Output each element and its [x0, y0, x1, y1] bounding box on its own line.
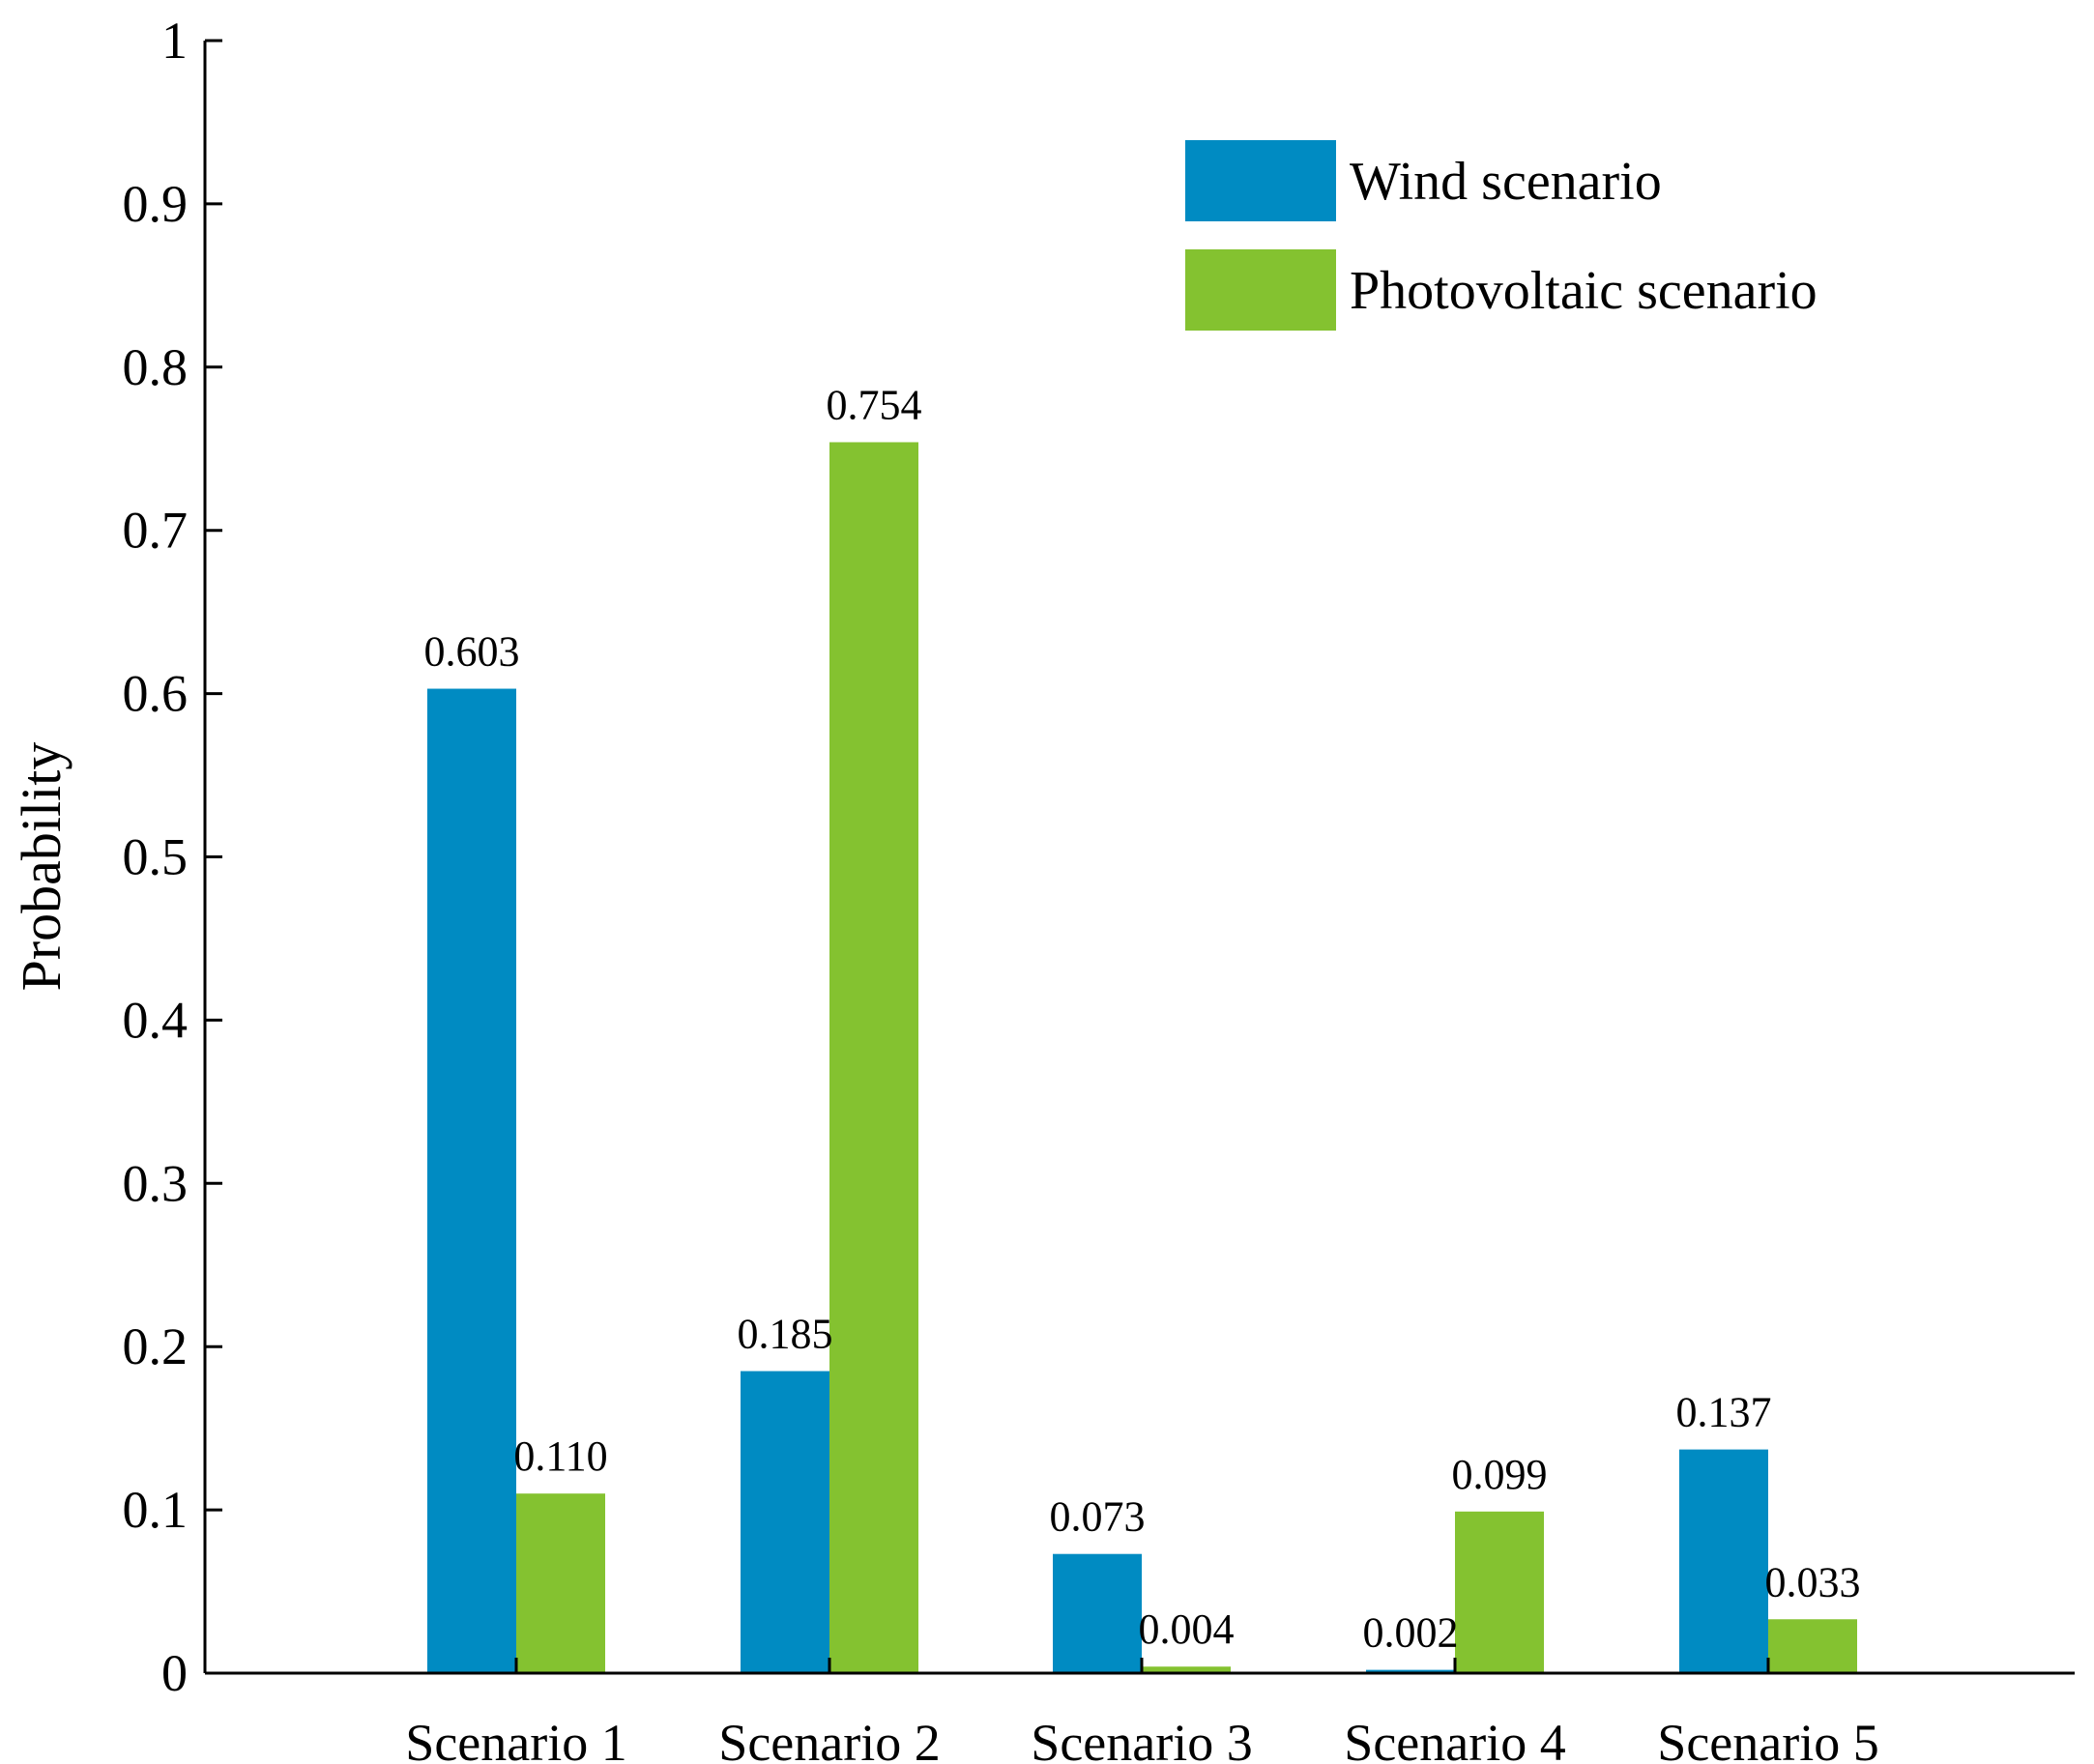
legend: Wind scenario Photovoltaic scenario	[1185, 140, 1818, 331]
bar-value-label: 0.004	[1139, 1605, 1235, 1653]
y-tick-label: 0.3	[123, 1154, 189, 1212]
bar-photovoltaic	[1455, 1511, 1544, 1673]
bar-value-label: 0.033	[1765, 1558, 1861, 1605]
y-tick-label: 0.1	[123, 1481, 189, 1539]
y-tick-label: 1	[161, 12, 188, 70]
x-category-label: Scenario 3	[1031, 1714, 1252, 1764]
bar-photovoltaic	[1768, 1619, 1857, 1673]
y-tick-label: 0	[161, 1644, 188, 1702]
y-axis-title: Probability	[10, 742, 73, 992]
y-tick-label: 0.5	[123, 828, 189, 886]
legend-swatch-photovoltaic	[1185, 249, 1336, 331]
y-tick-label: 0.2	[123, 1317, 189, 1375]
bar-wind	[1053, 1553, 1142, 1673]
bar-value-label: 0.099	[1452, 1451, 1548, 1498]
bar-value-label: 0.002	[1363, 1609, 1459, 1657]
y-tick-label: 0.4	[123, 991, 189, 1049]
bar-wind	[741, 1371, 829, 1673]
bar-wind	[1679, 1449, 1768, 1673]
legend-swatch-wind	[1185, 140, 1336, 221]
bar-value-label: 0.754	[827, 381, 922, 428]
y-tick-label: 0.9	[123, 175, 189, 233]
bar-value-label: 0.603	[424, 628, 520, 676]
bar-value-label: 0.073	[1050, 1493, 1146, 1541]
bar-photovoltaic	[516, 1493, 605, 1673]
y-tick-label: 0.6	[123, 665, 189, 723]
x-category-label: Scenario 5	[1657, 1714, 1878, 1764]
x-category-label: Scenario 4	[1344, 1714, 1565, 1764]
y-tick-label: 0.7	[123, 502, 189, 560]
y-tick-label: 0.8	[123, 338, 189, 396]
bar-photovoltaic	[1142, 1666, 1231, 1673]
legend-label-wind: Wind scenario	[1350, 152, 1662, 212]
bar-value-label: 0.110	[513, 1432, 607, 1480]
bar-photovoltaic	[829, 442, 918, 1673]
x-categories-group: Scenario 1 Scenario 2 Scenario 3 Scenario 4…	[405, 1658, 1879, 1764]
bar-wind	[427, 688, 516, 1673]
bar-value-label: 0.185	[738, 1311, 833, 1358]
bar-value-label: 0.137	[1676, 1389, 1772, 1436]
x-category-label: Scenario 1	[405, 1714, 626, 1764]
x-category-label: Scenario 2	[718, 1714, 940, 1764]
data-labels-group: 0.603 0.110 0.185 0.754 0.073 0.004 0.002 0.099…	[424, 381, 1861, 1656]
bar-wind	[1366, 1669, 1455, 1673]
y-ticks-group: 0 0.1 0.2 0.3 0.4 0.5 0.6 0.7 0.8 0.9 1	[123, 12, 222, 1702]
bars-group	[427, 442, 1857, 1673]
legend-label-photovoltaic: Photovoltaic scenario	[1350, 261, 1818, 321]
